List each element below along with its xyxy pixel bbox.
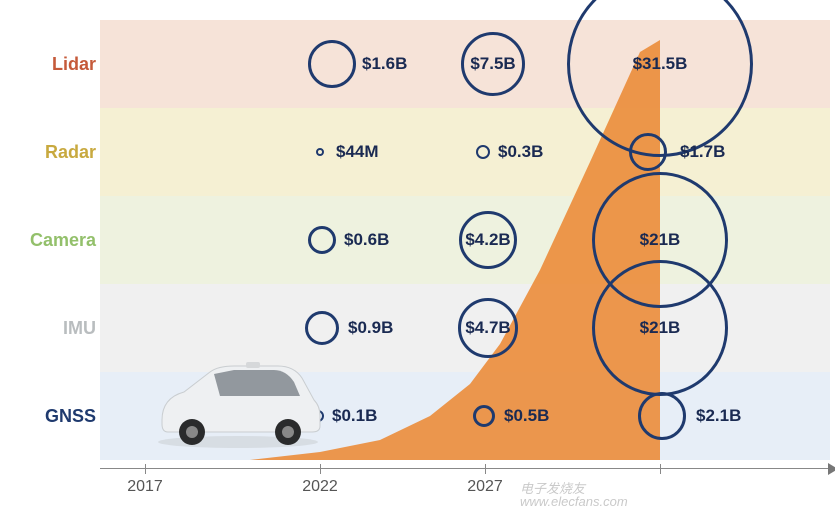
bubble-label: $0.5B	[504, 406, 549, 426]
bubble	[316, 148, 324, 156]
bubble-label: $1.6B	[362, 54, 407, 74]
bubble-label: $44M	[336, 142, 379, 162]
bubble-label: $2.1B	[696, 406, 741, 426]
bubble	[308, 226, 336, 254]
bubble	[567, 0, 753, 157]
bubble-label: $21B	[640, 318, 681, 338]
bubble-label: $21B	[640, 230, 681, 250]
bubble-label: $0.9B	[348, 318, 393, 338]
bubble	[308, 40, 356, 88]
bubble	[305, 311, 339, 345]
bubble-label: $4.2B	[465, 230, 510, 250]
bubble	[638, 392, 686, 440]
bubble-label: $0.3B	[498, 142, 543, 162]
car-illustration	[150, 358, 325, 450]
bubbles-layer: $1.6B $7.5B $31.5B $44M $0.3B $1.7B $0.6B $4.2B…	[0, 0, 835, 528]
bubble	[473, 405, 495, 427]
bubble-label: $7.5B	[470, 54, 515, 74]
bubble-label: $1.7B	[680, 142, 725, 162]
bubble-label: $0.1B	[332, 406, 377, 426]
bubble-label: $4.7B	[465, 318, 510, 338]
bubble-label: $0.6B	[344, 230, 389, 250]
bubble	[629, 133, 667, 171]
bubble	[476, 145, 490, 159]
bubble-label: $31.5B	[633, 54, 688, 74]
